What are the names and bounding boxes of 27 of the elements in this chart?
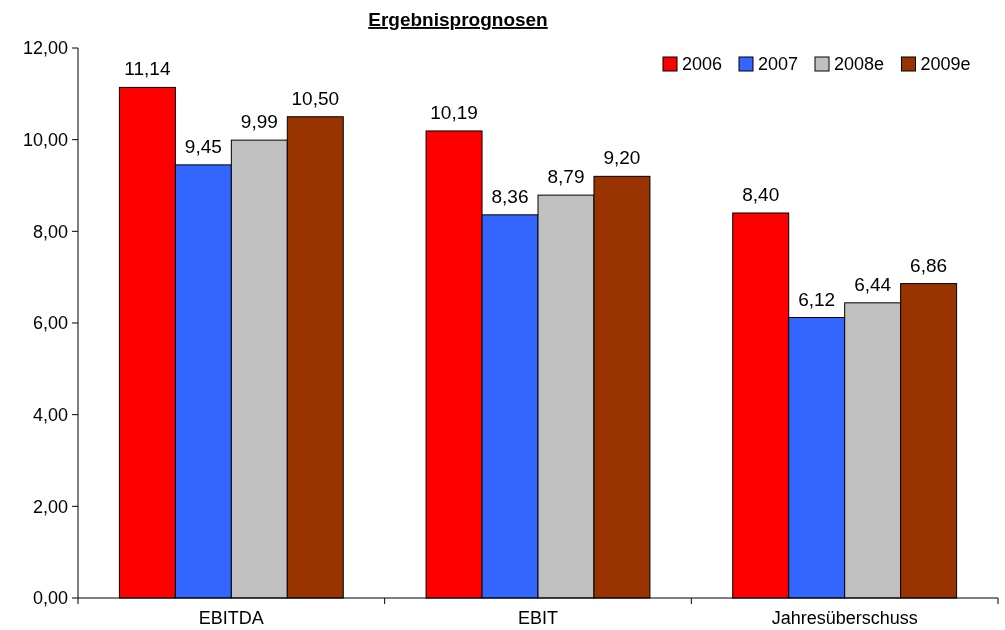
y-tick-label: 4,00 (32, 404, 68, 425)
data-label: 10,19 (430, 101, 478, 123)
legend-label: 2007 (758, 54, 799, 74)
data-label: 9,99 (240, 111, 278, 133)
data-label: 11,14 (124, 58, 171, 80)
data-label: 8,79 (547, 166, 585, 188)
x-tick-label: EBIT (517, 608, 559, 628)
y-tick-label: 10,00 (22, 129, 68, 150)
y-tick-label: 2,00 (32, 496, 68, 517)
data-label: 6,12 (798, 288, 836, 310)
chart-title: Ergebnisprognosen (368, 9, 548, 30)
x-tick-label: Jahresüberschuss (771, 608, 918, 628)
y-tick-label: 0,00 (32, 588, 68, 609)
x-tick-label: EBITDA (198, 608, 264, 628)
data-label: 9,20 (603, 147, 641, 169)
legend-label: 2009e (920, 54, 971, 74)
data-label: 8,40 (742, 184, 780, 205)
y-tick-label: 12,00 (22, 38, 68, 59)
data-label: 6,86 (910, 254, 948, 276)
y-tick-label: 6,00 (32, 313, 68, 334)
data-label: 10,50 (291, 87, 340, 109)
legend-label: 2008e (834, 54, 885, 74)
data-label: 9,45 (184, 135, 222, 157)
legend-label: 2006 (682, 54, 723, 74)
y-tick-label: 8,00 (32, 221, 68, 242)
data-label: 6,44 (854, 273, 892, 295)
data-label: 8,36 (491, 185, 529, 207)
